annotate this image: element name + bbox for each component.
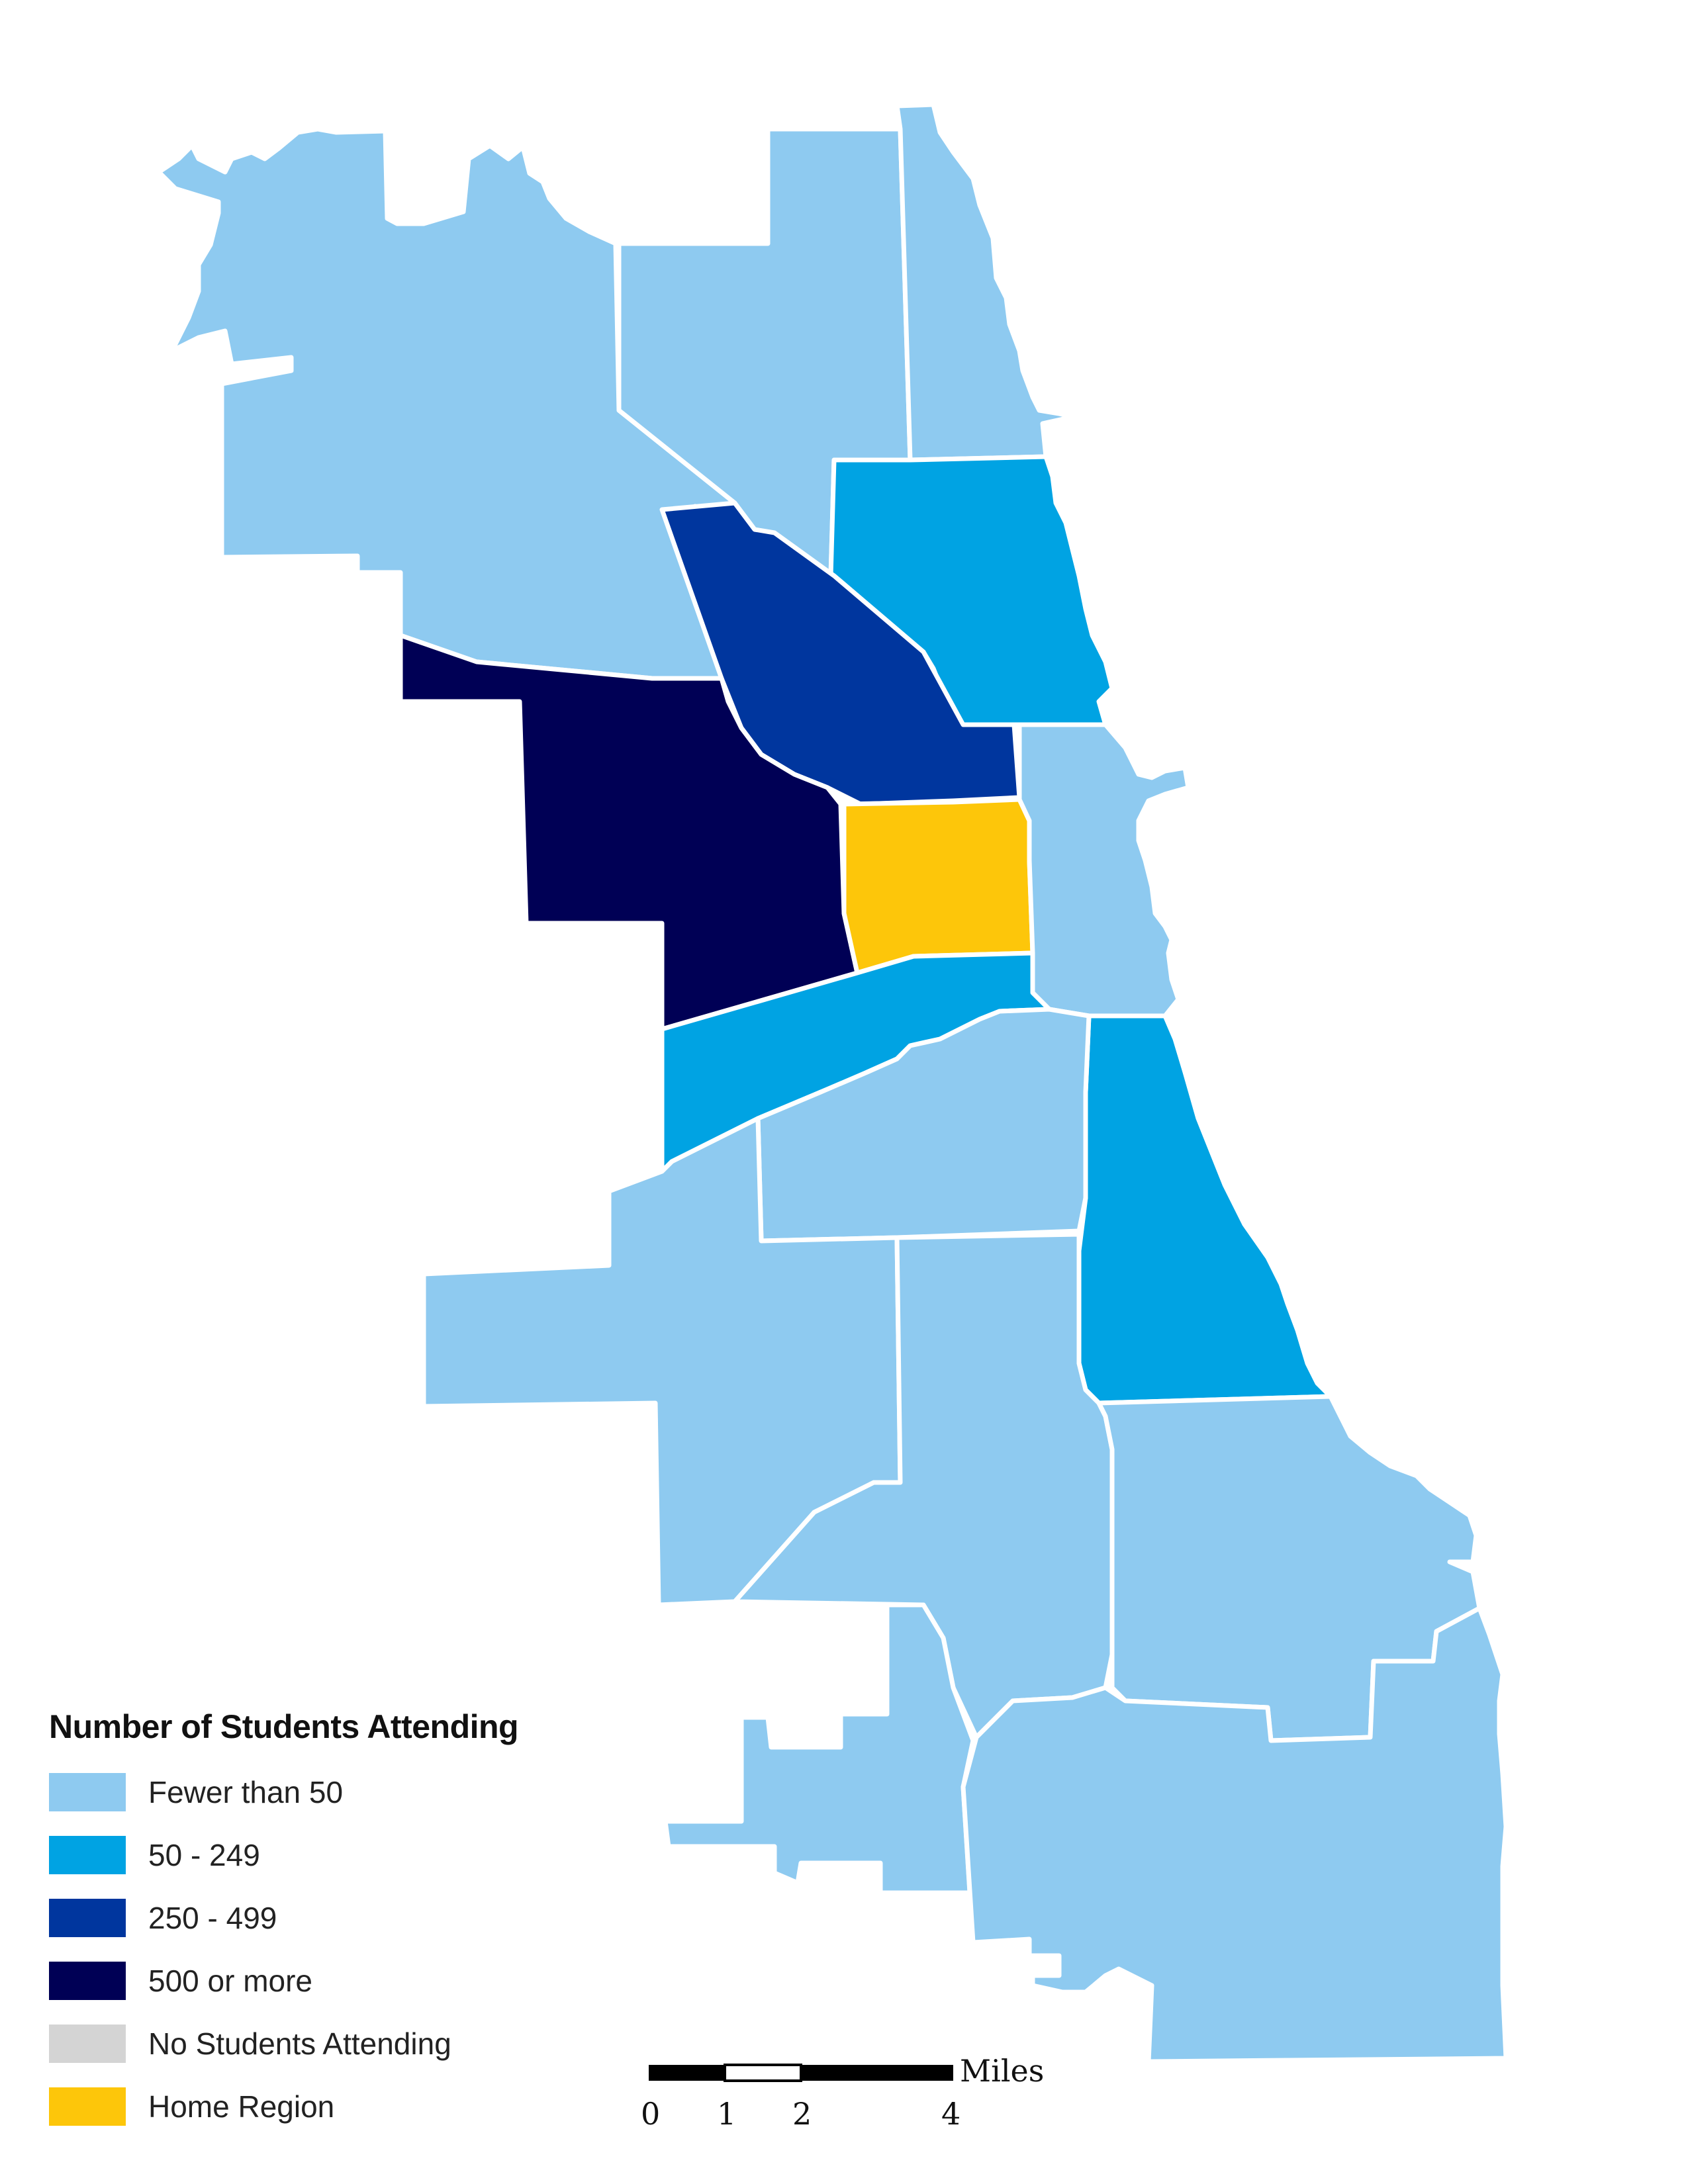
scale-segment-2-4 <box>801 2065 953 2081</box>
legend-label: 250 - 499 <box>148 1900 277 1935</box>
map-regions <box>156 102 1509 2064</box>
region-far-south <box>961 1606 1509 2064</box>
legend-item: 50 - 249 <box>49 1823 645 1886</box>
scale-unit-label: Miles <box>960 2053 1044 2089</box>
region-south-lakefront <box>1076 1013 1333 1406</box>
region-west <box>398 633 860 1032</box>
legend-label: Fewer than 50 <box>148 1774 344 1809</box>
legend-item: Home Region <box>49 2075 645 2138</box>
scale-tick-label: 4 <box>941 2096 961 2132</box>
region-far-northwest <box>156 126 797 681</box>
region-central-lakefront <box>1017 722 1191 1019</box>
legend-swatch <box>49 1835 126 1874</box>
scale-tick-label: 0 <box>641 2096 660 2132</box>
legend-swatch <box>49 1898 126 1937</box>
legend-item: No Students Attending <box>49 2012 645 2075</box>
legend-item: Fewer than 50 <box>49 1760 645 1823</box>
legend-item: 500 or more <box>49 1949 645 2012</box>
legend-label: No Students Attending <box>148 2026 451 2061</box>
legend-swatch <box>49 1772 126 1811</box>
legend-item: 250 - 499 <box>49 1886 645 1949</box>
legend-label: 50 - 249 <box>148 1837 260 1872</box>
scale-bar: Miles 0 1 2 4 <box>641 2053 1044 2132</box>
scale-segment-0-1 <box>649 2065 725 2081</box>
map-legend: Number of Students Attending Fewer than … <box>49 1707 645 2138</box>
scale-segment-1-2 <box>724 2064 802 2082</box>
legend-swatch <box>49 2024 126 2063</box>
legend-title: Number of Students Attending <box>49 1708 519 1745</box>
region-home <box>841 797 1035 976</box>
legend-label: Home Region <box>148 2089 335 2124</box>
scale-tick-label: 2 <box>792 2096 812 2132</box>
region-far-south-west <box>663 1602 976 1895</box>
scale-tick-label: 1 <box>717 2096 736 2132</box>
legend-swatch <box>49 1961 126 2000</box>
legend-swatch <box>49 2087 126 2126</box>
region-far-north-lakefront <box>894 102 1075 463</box>
region-southeast <box>1096 1394 1482 1743</box>
legend-label: 500 or more <box>148 1963 313 1998</box>
